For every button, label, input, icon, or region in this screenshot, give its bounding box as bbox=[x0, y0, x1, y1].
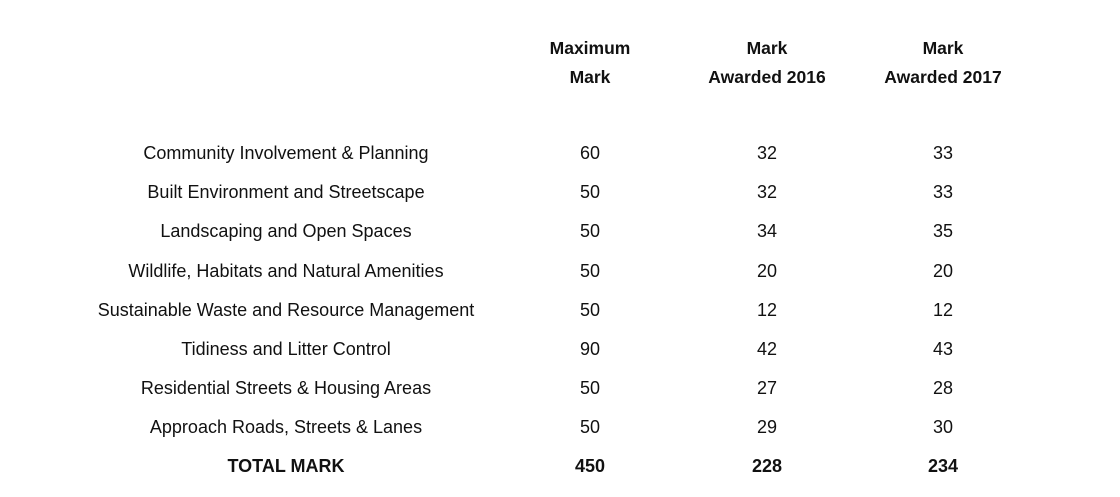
row-awarded-2016: 32 bbox=[756, 143, 778, 163]
row-maximum: 50 bbox=[579, 182, 601, 202]
row-category: Approach Roads, Streets & Lanes bbox=[149, 417, 423, 437]
row-category: Built Environment and Streetscape bbox=[147, 182, 425, 202]
row-awarded-2016: 42 bbox=[756, 339, 778, 359]
row-awarded-2016: 34 bbox=[756, 221, 778, 241]
row-category: Tidiness and Litter Control bbox=[181, 339, 391, 359]
row-awarded-2017: 35 bbox=[932, 221, 954, 241]
row-category: Residential Streets & Housing Areas bbox=[140, 378, 432, 398]
row-maximum: 60 bbox=[579, 143, 601, 163]
row-category: Community Involvement & Planning bbox=[143, 143, 429, 163]
table-row: Residential Streets & Housing Areas 50 2… bbox=[0, 377, 1120, 416]
table-row: Sustainable Waste and Resource Managemen… bbox=[0, 299, 1120, 338]
header-2017-line2: Awarded 2017 bbox=[884, 67, 1002, 87]
row-maximum: 90 bbox=[579, 339, 601, 359]
table-row: Community Involvement & Planning 60 32 3… bbox=[0, 142, 1120, 181]
row-awarded-2017: 33 bbox=[932, 143, 954, 163]
header-2017-line1: Mark bbox=[922, 38, 964, 58]
header-awarded-2017: Mark Awarded 2017 bbox=[843, 34, 1043, 92]
row-maximum: 50 bbox=[579, 300, 601, 320]
row-maximum: 50 bbox=[579, 261, 601, 281]
row-awarded-2017: 30 bbox=[932, 417, 954, 437]
header-maximum-mark: Maximum Mark bbox=[490, 34, 690, 92]
total-label: TOTAL MARK bbox=[227, 456, 345, 476]
table-row: Landscaping and Open Spaces 50 34 35 bbox=[0, 220, 1120, 259]
total-awarded-2016: 228 bbox=[751, 456, 783, 476]
header-maximum-line2: Mark bbox=[569, 67, 611, 87]
row-maximum: 50 bbox=[579, 221, 601, 241]
total-maximum: 450 bbox=[574, 456, 606, 476]
header-2016-line1: Mark bbox=[746, 38, 788, 58]
header-awarded-2016: Mark Awarded 2016 bbox=[667, 34, 867, 92]
row-awarded-2016: 20 bbox=[756, 261, 778, 281]
row-awarded-2016: 32 bbox=[756, 182, 778, 202]
row-awarded-2017: 20 bbox=[932, 261, 954, 281]
row-awarded-2017: 43 bbox=[932, 339, 954, 359]
row-awarded-2016: 27 bbox=[756, 378, 778, 398]
header-maximum-line1: Maximum bbox=[549, 38, 631, 58]
row-awarded-2016: 12 bbox=[756, 300, 778, 320]
row-awarded-2017: 33 bbox=[932, 182, 954, 202]
row-category: Wildlife, Habitats and Natural Amenities bbox=[128, 261, 444, 281]
table-row: Wildlife, Habitats and Natural Amenities… bbox=[0, 260, 1120, 299]
table-row: Tidiness and Litter Control 90 42 43 bbox=[0, 338, 1120, 377]
table-row: Built Environment and Streetscape 50 32 … bbox=[0, 181, 1120, 220]
total-row: TOTAL MARK 450 228 234 bbox=[0, 455, 1120, 494]
row-maximum: 50 bbox=[579, 378, 601, 398]
row-awarded-2017: 28 bbox=[932, 378, 954, 398]
row-awarded-2017: 12 bbox=[932, 300, 954, 320]
row-category: Landscaping and Open Spaces bbox=[160, 221, 412, 241]
row-maximum: 50 bbox=[579, 417, 601, 437]
table-row: Approach Roads, Streets & Lanes 50 29 30 bbox=[0, 416, 1120, 455]
row-category: Sustainable Waste and Resource Managemen… bbox=[97, 300, 475, 320]
row-awarded-2016: 29 bbox=[756, 417, 778, 437]
header-2016-line2: Awarded 2016 bbox=[708, 67, 826, 87]
total-awarded-2017: 234 bbox=[927, 456, 959, 476]
